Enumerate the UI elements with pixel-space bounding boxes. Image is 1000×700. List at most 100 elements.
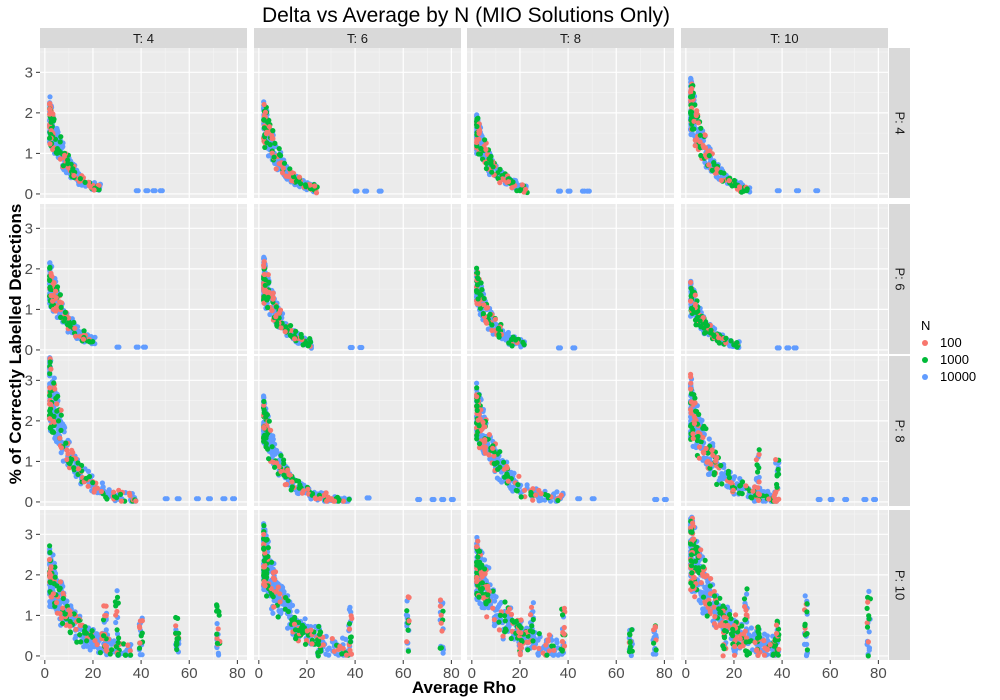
data-point (48, 116, 54, 122)
data-point (317, 631, 323, 637)
data-point (688, 131, 694, 138)
data-point (135, 344, 141, 350)
data-point (483, 578, 489, 584)
data-point (47, 574, 53, 580)
data-point (689, 86, 695, 92)
panel-points (688, 278, 799, 351)
data-point (266, 418, 272, 424)
data-point (309, 641, 315, 647)
data-point (518, 625, 524, 631)
data-point (701, 144, 707, 150)
data-point (691, 414, 698, 420)
data-point (707, 465, 713, 471)
data-point (65, 164, 71, 171)
data-point (690, 435, 696, 442)
data-point (214, 631, 220, 637)
data-point (697, 318, 703, 324)
panel-points (47, 94, 165, 194)
panel-background (681, 510, 888, 660)
data-point (47, 579, 53, 585)
data-point (47, 549, 53, 556)
data-point (773, 498, 779, 504)
data-point (709, 447, 715, 453)
data-point (293, 328, 299, 334)
data-point (281, 460, 287, 467)
data-point (776, 345, 782, 351)
data-point (728, 480, 735, 486)
data-point (329, 636, 335, 642)
data-point (492, 316, 498, 322)
data-point (71, 319, 77, 326)
data-point (287, 332, 293, 338)
panel-background (467, 356, 674, 506)
data-point (47, 359, 53, 365)
data-point (261, 394, 267, 400)
data-point (261, 398, 267, 405)
data-point (86, 338, 92, 344)
data-point (725, 484, 731, 490)
data-point (269, 592, 275, 598)
data-point (263, 441, 269, 447)
data-point (269, 136, 275, 142)
panel-background (40, 356, 247, 506)
data-point (786, 345, 792, 351)
data-point (69, 447, 75, 453)
data-point (491, 453, 497, 459)
data-point (728, 338, 734, 344)
data-point (265, 446, 271, 452)
panel-points (47, 260, 148, 350)
data-point (479, 604, 485, 611)
data-point (487, 311, 493, 317)
data-point (346, 621, 353, 627)
data-point (102, 642, 108, 649)
data-point (53, 295, 59, 301)
data-point (262, 282, 268, 288)
data-point (490, 164, 496, 170)
data-point (765, 488, 771, 494)
data-point (299, 622, 306, 628)
data-point (405, 648, 411, 654)
data-point (555, 497, 561, 504)
data-point (530, 638, 536, 644)
data-point (285, 467, 291, 473)
data-point (479, 585, 485, 592)
data-point (718, 462, 724, 469)
data-point (264, 570, 270, 577)
panel-background (681, 356, 888, 506)
data-point (474, 576, 480, 582)
data-point (505, 332, 511, 338)
data-point (73, 626, 79, 633)
data-point (270, 610, 276, 616)
data-point (214, 603, 220, 610)
data-point (491, 461, 497, 467)
data-point (475, 276, 481, 282)
data-point (756, 465, 762, 471)
data-point (717, 475, 723, 481)
data-point (438, 612, 444, 618)
data-point (516, 473, 522, 479)
data-point (793, 345, 799, 351)
data-point (405, 613, 411, 619)
data-point (495, 176, 501, 182)
data-point (721, 170, 727, 176)
data-point (77, 622, 83, 629)
data-point (776, 188, 782, 194)
data-point (486, 432, 492, 438)
panel-points (688, 514, 874, 659)
data-point (323, 490, 329, 496)
data-point (125, 642, 131, 648)
data-point (100, 485, 106, 491)
data-point (406, 618, 412, 624)
data-point (739, 189, 745, 195)
data-point (58, 427, 64, 433)
panel-points (688, 75, 821, 195)
data-point (756, 451, 762, 458)
data-point (520, 339, 526, 345)
data-point (71, 611, 77, 617)
data-point (694, 108, 700, 114)
data-point (695, 120, 702, 126)
data-point (707, 471, 713, 477)
data-point (328, 496, 335, 502)
data-point (439, 628, 445, 634)
data-point (264, 536, 270, 543)
